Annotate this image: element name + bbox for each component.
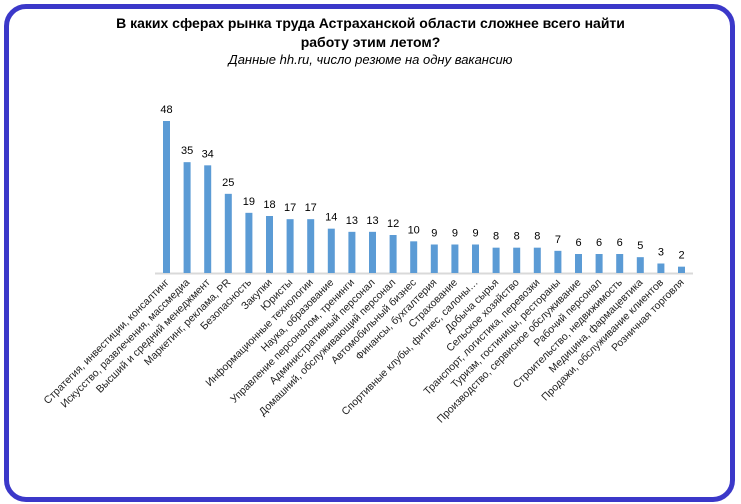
data-label: 19 [243, 196, 255, 208]
chart-title-line2: работу этим летом? [300, 34, 441, 50]
bar [472, 244, 479, 273]
data-label: 8 [514, 231, 520, 243]
data-label: 2 [678, 250, 684, 262]
bar [678, 266, 685, 273]
bar [327, 228, 335, 273]
bar [183, 162, 191, 273]
bar [204, 165, 212, 273]
data-label: 10 [408, 224, 420, 236]
bar [533, 247, 541, 273]
bar [492, 247, 500, 273]
data-label: 17 [284, 202, 296, 214]
data-label: 6 [596, 237, 602, 249]
bar [369, 231, 376, 273]
data-label: 48 [160, 104, 172, 116]
data-label: 9 [452, 228, 458, 240]
chart-subtitle: Данные hh.ru, число резюме на одну вакан… [228, 52, 513, 67]
data-label: 12 [387, 218, 399, 230]
bar [451, 244, 459, 273]
bar [224, 193, 232, 273]
data-label: 3 [658, 247, 664, 259]
chart-title-line1: В каких сферах рынка труда Астраханской … [116, 15, 625, 31]
bar [554, 250, 562, 273]
data-label: 7 [555, 234, 561, 246]
data-label: 9 [472, 228, 478, 240]
bar [245, 212, 253, 273]
data-label: 14 [325, 212, 337, 224]
data-label: 8 [534, 231, 540, 243]
bar [389, 235, 397, 273]
data-label: 13 [366, 215, 378, 227]
bar [616, 254, 624, 273]
data-label: 34 [202, 148, 214, 160]
bar [657, 263, 665, 273]
data-label: 5 [637, 240, 643, 252]
bar [163, 121, 170, 273]
data-label: 35 [181, 145, 193, 157]
bar [286, 219, 294, 273]
bar [430, 244, 438, 273]
data-label: 13 [346, 215, 358, 227]
bar [307, 219, 315, 273]
bar [595, 254, 603, 273]
data-label: 18 [263, 199, 275, 211]
bar [636, 257, 644, 273]
data-label: 8 [493, 231, 499, 243]
bar [410, 241, 418, 273]
bar [575, 254, 582, 273]
chart-title: В каких сферах рынка труда Астраханской … [0, 14, 741, 52]
data-label: 6 [575, 237, 581, 249]
data-label: 17 [305, 202, 317, 214]
data-label: 9 [431, 228, 437, 240]
data-label: 6 [617, 237, 623, 249]
data-label: 25 [222, 177, 234, 189]
bar [513, 247, 521, 273]
bar [348, 231, 356, 273]
bar [266, 216, 273, 273]
